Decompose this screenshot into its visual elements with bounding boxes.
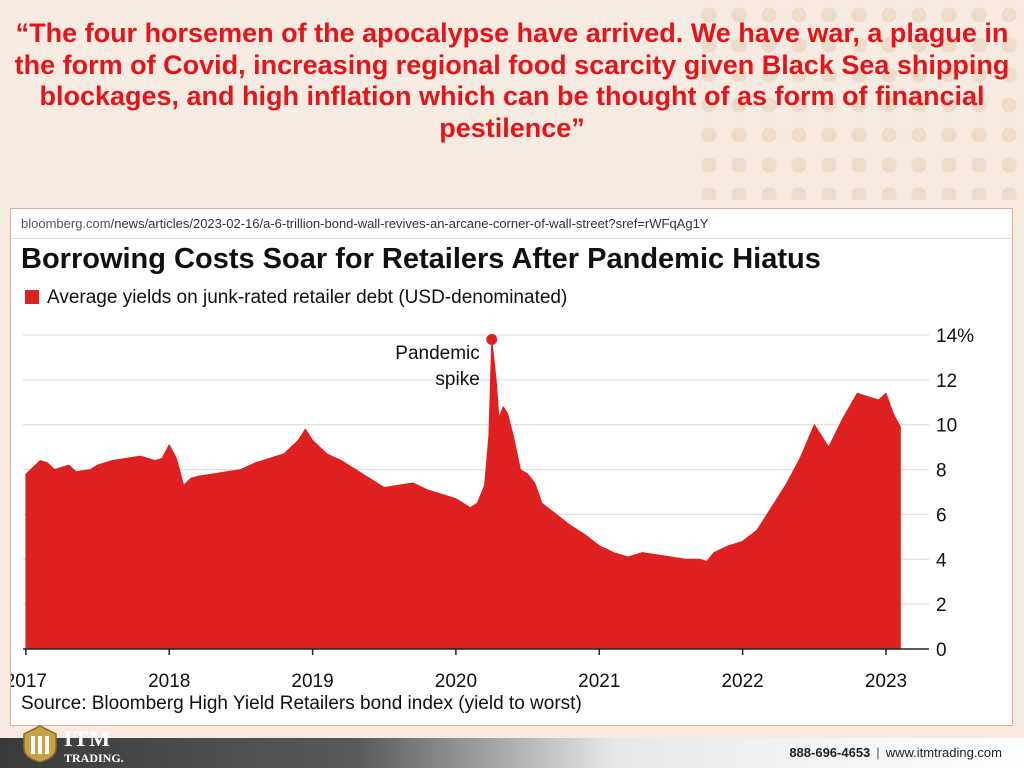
y-tick-label-14: 14% [936, 326, 974, 347]
brand-subtitle: TRADING. [64, 751, 124, 765]
quote-headline: “The four horsemen of the apocalypse hav… [14, 18, 1010, 143]
y-tick-label-0: 0 [936, 640, 947, 661]
annotation-line-1: Pandemic [395, 343, 480, 364]
footer-bar: ITM TRADING. 888-696-4653 | www.itmtrading… [0, 725, 1024, 768]
footer-brand: ITM TRADING. [64, 726, 124, 765]
legend-swatch [25, 290, 39, 304]
x-tick-label-2020: 2020 [435, 671, 477, 692]
x-tick-label-2017: 2017 [11, 671, 47, 692]
source-url[interactable]: bloomberg.com/news/articles/2023-02-16/a… [21, 216, 708, 231]
y-tick-label-4: 4 [936, 550, 947, 571]
x-tick-label-2019: 2019 [291, 671, 333, 692]
chart-title: Borrowing Costs Soar for Retailers After… [21, 243, 821, 275]
annotation-line-2: spike [435, 369, 479, 390]
x-tick-label-2023: 2023 [865, 671, 907, 692]
background-dot-pattern [694, 0, 1024, 200]
chart-card: bloomberg.com/news/articles/2023-02-16/a… [10, 208, 1013, 726]
pandemic-spike-marker [486, 333, 498, 345]
source-url-domain: bloomberg.com [21, 216, 111, 231]
chart-plot: 0 2 4 6 8 10 12 14% 2017 2018 2019 2020 2021 2022 2023… [11, 326, 974, 692]
footer-phone[interactable]: 888-696-4653 [789, 745, 871, 760]
y-tick-label-6: 6 [936, 505, 947, 526]
x-tick-label-2018: 2018 [148, 671, 190, 692]
y-tick-label-8: 8 [936, 461, 947, 482]
x-tick-label-2022: 2022 [721, 671, 763, 692]
y-tick-label-2: 2 [936, 595, 947, 616]
legend-label: Average yields on junk-rated retailer de… [47, 287, 568, 308]
footer-website[interactable]: www.itmtrading.com [885, 745, 1002, 760]
chart-legend: Average yields on junk-rated retailer de… [25, 287, 567, 309]
url-divider [11, 238, 1012, 239]
y-tick-label-10: 10 [936, 416, 957, 437]
y-tick-label-12: 12 [936, 371, 957, 392]
footer-contact: 888-696-4653 | www.itmtrading.com [789, 745, 1002, 760]
source-url-path: /news/articles/2023-02-16/a-6-trillion-b… [110, 216, 709, 231]
brand-name: ITM [64, 726, 111, 751]
footer-separator: | [876, 745, 880, 760]
chart-source: Source: Bloomberg High Yield Retailers b… [21, 693, 582, 714]
itm-logo-icon [23, 725, 57, 763]
x-tick-label-2021: 2021 [578, 671, 620, 692]
area-series [25, 339, 901, 650]
